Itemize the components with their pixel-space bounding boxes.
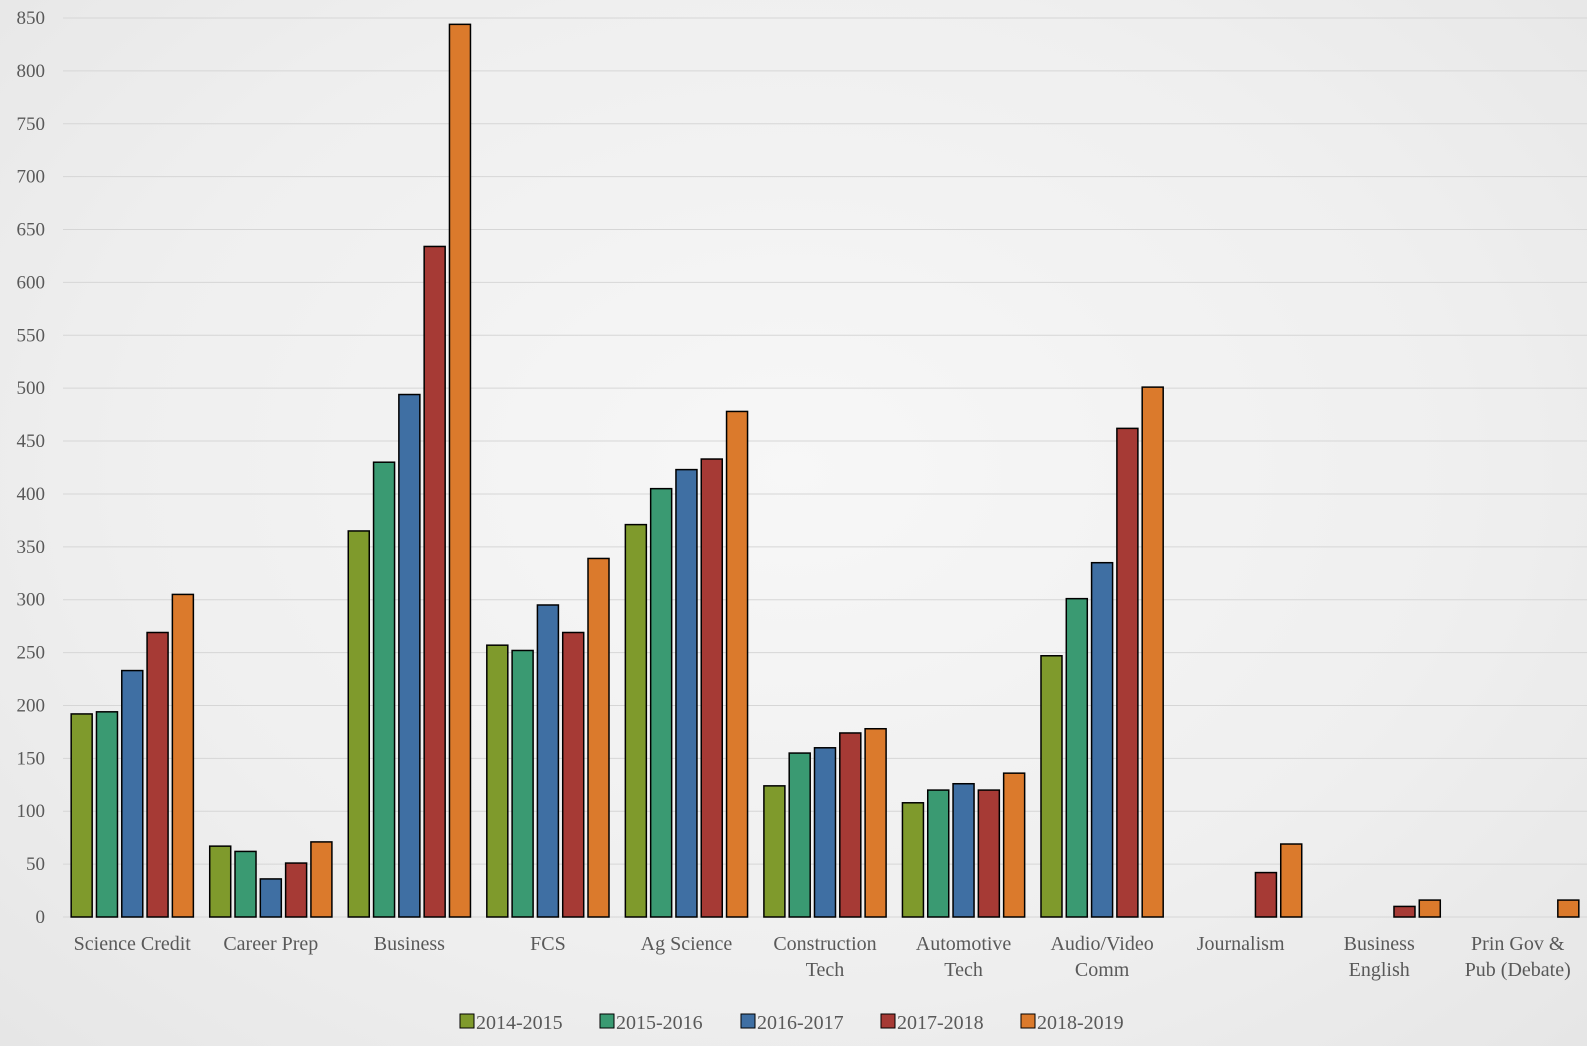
bar (95, 711, 119, 918)
bar (1090, 561, 1114, 918)
bar (1557, 899, 1580, 918)
bar (763, 785, 786, 918)
y-tick-label: 800 (17, 61, 46, 82)
gridlines (63, 17, 1587, 918)
y-tick-label: 450 (17, 431, 46, 452)
x-tick-label: FCS (530, 933, 566, 955)
bar (977, 789, 1001, 918)
bar (146, 631, 169, 918)
legend-item: 2018-2019 (1020, 1012, 1124, 1034)
bar (1116, 427, 1139, 918)
x-tick-label: Career Prep (223, 933, 318, 955)
y-tick-label: 650 (17, 220, 46, 241)
bar (536, 604, 560, 918)
bar (511, 649, 534, 918)
bars (70, 23, 1580, 918)
x-tick-label: Business English (1344, 933, 1415, 981)
bar (70, 713, 93, 918)
bar (171, 593, 195, 918)
y-tick-label: 350 (17, 537, 46, 558)
y-tick-label: 700 (17, 167, 46, 188)
bar (675, 468, 698, 918)
bar (700, 458, 724, 918)
y-tick-label: 150 (17, 748, 46, 769)
bar (864, 727, 887, 918)
x-tick-label: Science Credit (74, 933, 192, 955)
legend-swatch (1020, 1013, 1036, 1029)
x-tick-label: Journalism (1197, 933, 1285, 955)
bar (234, 850, 257, 918)
legend-label: 2014-2015 (476, 1012, 563, 1034)
y-tick-label: 100 (17, 801, 46, 822)
y-tick-label: 250 (17, 643, 46, 664)
bar (1279, 843, 1303, 918)
legend-swatch (599, 1013, 615, 1029)
bar (561, 631, 585, 918)
y-tick-label: 200 (17, 695, 46, 716)
bar (1141, 386, 1164, 918)
y-tick-label: 600 (17, 272, 46, 293)
y-tick-label: 750 (17, 114, 46, 135)
bar (1254, 871, 1278, 918)
legend-item: 2016-2017 (740, 1012, 844, 1034)
y-axis-tick-labels: 0 50 100 150 200 250 300 350 400 450 500 550 600 650 7… (17, 8, 46, 928)
bar (259, 878, 283, 918)
bar (788, 752, 811, 918)
bar (448, 23, 472, 918)
y-tick-label: 850 (17, 8, 46, 29)
bar (121, 669, 144, 918)
legend-swatch (880, 1013, 896, 1029)
x-tick-label: Prin Gov & Pub (Debate) (1465, 933, 1571, 981)
y-tick-label: 400 (17, 484, 46, 505)
bar (423, 245, 446, 918)
y-tick-label: 500 (17, 378, 46, 399)
bar (1002, 772, 1026, 918)
bar (1393, 905, 1416, 918)
bar (486, 644, 509, 918)
legend-swatch (740, 1013, 756, 1029)
x-tick-label: Audio/Video Comm (1050, 933, 1153, 981)
y-tick-label: 50 (26, 854, 45, 875)
bar (1040, 655, 1063, 918)
x-tick-label: Business (374, 933, 445, 955)
bar (398, 393, 421, 918)
bar (926, 789, 950, 918)
bar (284, 862, 308, 918)
legend-swatch (459, 1013, 475, 1029)
legend-item: 2014-2015 (459, 1012, 563, 1034)
x-tick-label: Ag Science (641, 933, 733, 955)
bar (310, 841, 333, 918)
bar (649, 487, 673, 918)
legend-label: 2017-2018 (897, 1012, 984, 1034)
legend-label: 2016-2017 (757, 1012, 844, 1034)
legend-item: 2015-2016 (599, 1012, 703, 1034)
bar (901, 802, 925, 918)
bar (952, 782, 975, 918)
x-tick-label: Construction Tech (773, 933, 876, 981)
legend-label: 2018-2019 (1037, 1012, 1124, 1034)
bar (1065, 597, 1089, 918)
bar (839, 732, 862, 918)
legend: 2014-2015 2015-2016 2016-2017 2017-2018 2018… (459, 1012, 1124, 1034)
legend-label: 2015-2016 (616, 1012, 703, 1034)
y-tick-label: 550 (17, 325, 46, 346)
bar (813, 747, 837, 918)
bar (725, 410, 749, 918)
bar (372, 461, 396, 918)
bar (1418, 899, 1442, 918)
bar (208, 845, 232, 918)
y-tick-label: 0 (36, 907, 46, 928)
x-axis-category-labels: Science Credit Career Prep Business FCS Ag S… (74, 933, 1571, 981)
bar (624, 523, 648, 918)
legend-item: 2017-2018 (880, 1012, 984, 1034)
bar (587, 557, 610, 918)
y-tick-label: 300 (17, 590, 46, 611)
bar (347, 530, 371, 918)
x-tick-label: Automotive Tech (916, 933, 1012, 981)
